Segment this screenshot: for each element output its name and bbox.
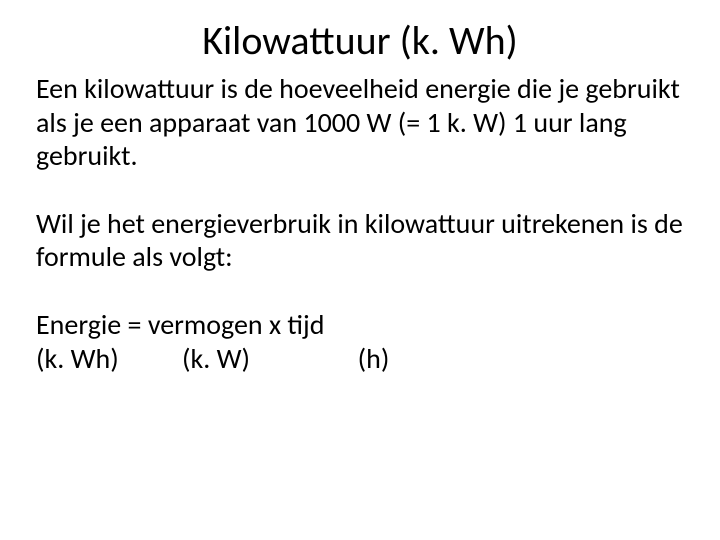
paragraph-definition: Een kilowattuur is de hoeveelheid energi… — [36, 72, 684, 173]
paragraph-intro-formula: Wil je het energieverbruik in kilowattuu… — [36, 207, 684, 274]
slide: Kilowattuur (k. Wh) Een kilowattuur is d… — [0, 0, 720, 540]
slide-title: Kilowattuur (k. Wh) — [36, 18, 684, 64]
formula-line: Energie = vermogen x tijd — [36, 308, 684, 342]
formula-units: (k. Wh) (k. W) (h) — [36, 342, 684, 376]
